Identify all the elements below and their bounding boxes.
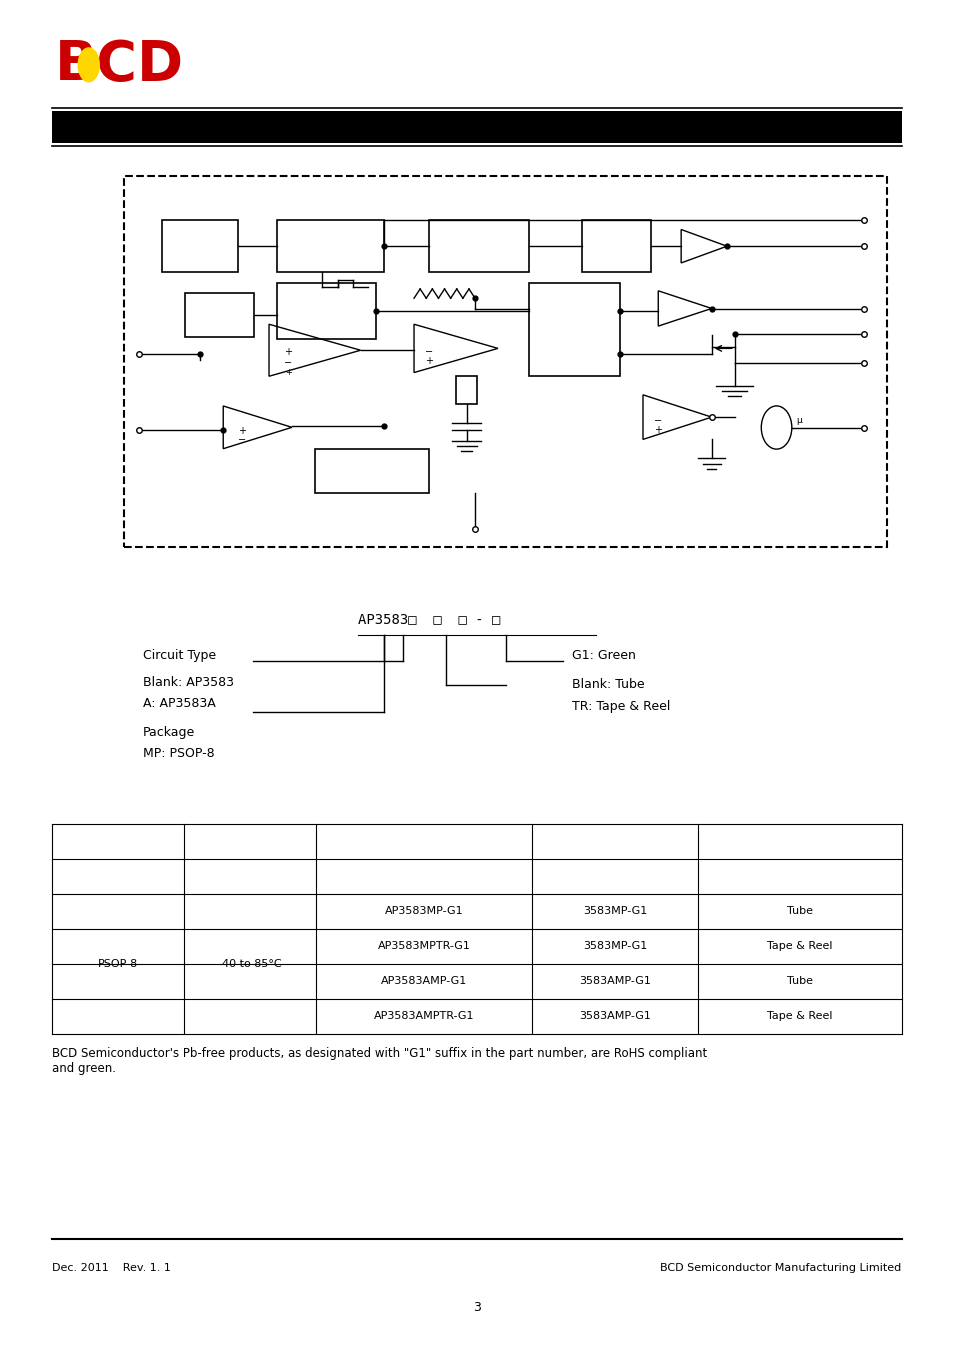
Bar	[124, 176, 886, 547]
Text: 3583MP-G1: 3583MP-G1	[582, 942, 646, 951]
Text: Blank: Tube: Blank: Tube	[572, 678, 644, 692]
Bar	[276, 284, 375, 339]
Text: AP3583MP-G1: AP3583MP-G1	[384, 907, 463, 916]
Text: 3583MP-G1: 3583MP-G1	[582, 907, 646, 916]
Bar	[314, 449, 429, 493]
Text: Circuit Type: Circuit Type	[143, 648, 216, 662]
Text: PSOP-8: PSOP-8	[98, 959, 138, 969]
Text: Tube: Tube	[786, 907, 812, 916]
Bar	[52, 111, 901, 143]
Text: +: +	[284, 367, 292, 377]
Text: BCD Semiconductor Manufacturing Limited: BCD Semiconductor Manufacturing Limited	[659, 1263, 901, 1273]
Text: 3583AMP-G1: 3583AMP-G1	[578, 977, 650, 986]
Text: Tape & Reel: Tape & Reel	[766, 942, 832, 951]
Bar	[162, 220, 238, 273]
Text: −: −	[425, 347, 433, 357]
Text: BCD: BCD	[54, 38, 183, 92]
Ellipse shape	[78, 47, 99, 81]
Text: TR: Tape & Reel: TR: Tape & Reel	[572, 700, 670, 713]
Text: G1: Green: G1: Green	[572, 648, 636, 662]
Text: Blank: AP3583: Blank: AP3583	[143, 676, 233, 689]
Text: -40 to 85°C: -40 to 85°C	[218, 959, 281, 969]
Bar	[276, 220, 383, 273]
Text: −: −	[654, 416, 661, 426]
Text: +: +	[238, 426, 246, 436]
Text: Tape & Reel: Tape & Reel	[766, 1011, 832, 1021]
Text: AP3583AMPTR-G1: AP3583AMPTR-G1	[374, 1011, 474, 1021]
Text: +: +	[284, 347, 292, 357]
Text: +: +	[425, 357, 433, 366]
Text: A: AP3583A: A: AP3583A	[143, 697, 215, 711]
Bar	[456, 376, 476, 404]
Text: Package: Package	[143, 725, 195, 739]
Text: μ: μ	[796, 416, 801, 426]
Text: +: +	[654, 426, 661, 435]
Bar	[429, 220, 528, 273]
Text: −: −	[284, 358, 292, 369]
Text: BCD Semiconductor's Pb-free products, as designated with "G1" suffix in the part: BCD Semiconductor's Pb-free products, as…	[52, 1047, 707, 1075]
Text: 3: 3	[473, 1301, 480, 1315]
Bar	[528, 284, 619, 376]
Text: −: −	[238, 435, 246, 446]
Bar	[185, 293, 253, 338]
Text: MP: PSOP-8: MP: PSOP-8	[143, 747, 214, 761]
Text: Tube: Tube	[786, 977, 812, 986]
Text: AP3583□  □  □ - □: AP3583□ □ □ - □	[357, 612, 499, 626]
Text: Dec. 2011    Rev. 1. 1: Dec. 2011 Rev. 1. 1	[52, 1263, 172, 1273]
Text: AP3583AMP-G1: AP3583AMP-G1	[380, 977, 467, 986]
Text: AP3583MPTR-G1: AP3583MPTR-G1	[377, 942, 470, 951]
Text: 3583AMP-G1: 3583AMP-G1	[578, 1011, 650, 1021]
Bar	[581, 220, 650, 273]
